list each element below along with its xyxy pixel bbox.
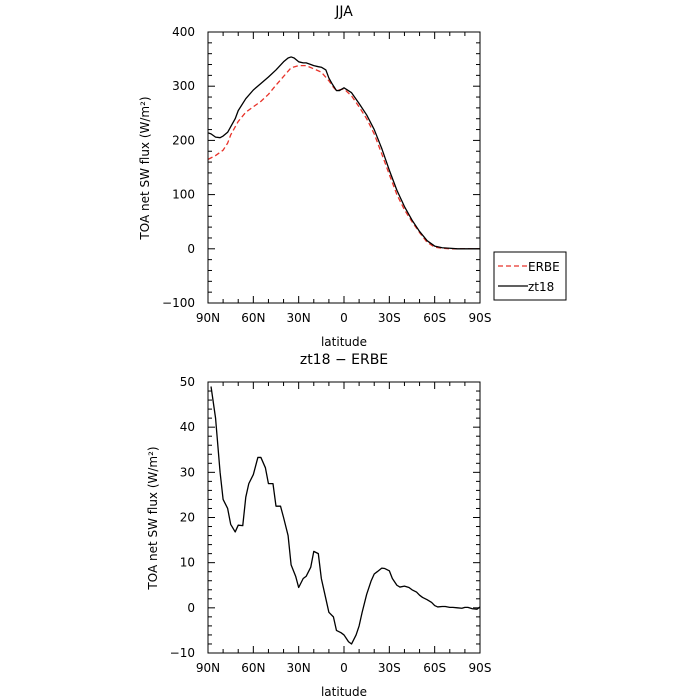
x-tick-label: 0 [340, 311, 348, 325]
bottom-panel: zt18 − ERBE 90N 60N 30N 0 30S 60S 90S −10 0 10 20 3… [146, 352, 491, 699]
top-panel-title: JJA [334, 4, 353, 20]
x-tick-label: 90S [469, 311, 492, 325]
bottom-plot-frame [207, 381, 481, 654]
y-tick-label: 40 [180, 420, 195, 434]
y-tick-label: 30 [180, 465, 195, 479]
y-tick-label: 200 [172, 133, 195, 147]
legend: ERBE zt18 [493, 251, 567, 301]
top-plot-frame [207, 31, 481, 304]
series-line-zt18 [210, 386, 481, 645]
top-x-axis-label: latitude [321, 335, 367, 349]
y-tick-label: 300 [172, 79, 195, 93]
x-tick-label: 90N [196, 661, 220, 675]
series-line-erbe [207, 64, 480, 250]
y-tick-label: 10 [180, 556, 195, 570]
top-panel: JJA 90N 60N 30N 0 30S 60S 90S −100 0 100 200 300 400… [138, 4, 491, 349]
legend-label-erbe: ERBE [528, 260, 560, 274]
x-tick-label: 30S [378, 311, 401, 325]
bottom-y-axis-label: TOA net SW flux (W/m²) [146, 446, 160, 590]
legend-label-zt18: zt18 [528, 280, 554, 294]
x-tick-label: 30N [287, 661, 311, 675]
legend-box [493, 251, 567, 301]
y-tick-label: 20 [180, 511, 195, 525]
x-tick-label: 60N [241, 661, 265, 675]
x-tick-label: 60S [423, 311, 446, 325]
x-tick-label: 0 [340, 661, 348, 675]
y-tick-label: 400 [172, 25, 195, 39]
y-tick-label: 100 [172, 188, 195, 202]
y-tick-label: 0 [187, 242, 195, 256]
x-tick-label: 30N [287, 311, 311, 325]
x-tick-label: 60N [241, 311, 265, 325]
series-line-zt18 [207, 56, 480, 250]
x-tick-label: 90S [469, 661, 492, 675]
x-tick-label: 60S [423, 661, 446, 675]
x-tick-label: 90N [196, 311, 220, 325]
bottom-panel-title: zt18 − ERBE [300, 352, 388, 368]
y-tick-label: −10 [170, 646, 195, 660]
y-tick-label: −100 [162, 296, 195, 310]
y-tick-label: 0 [187, 601, 195, 615]
bottom-x-axis-label: latitude [321, 685, 367, 699]
x-tick-label: 30S [378, 661, 401, 675]
top-y-axis-label: TOA net SW flux (W/m²) [138, 96, 152, 240]
y-tick-label: 50 [180, 375, 195, 389]
